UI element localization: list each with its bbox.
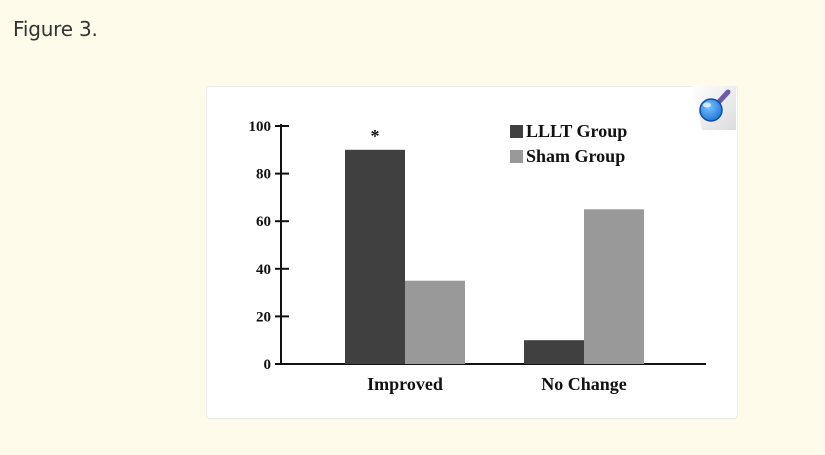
figure-label: Figure 3. (13, 17, 98, 41)
magnifier-icon[interactable] (692, 86, 736, 130)
figure-card[interactable] (206, 86, 738, 419)
